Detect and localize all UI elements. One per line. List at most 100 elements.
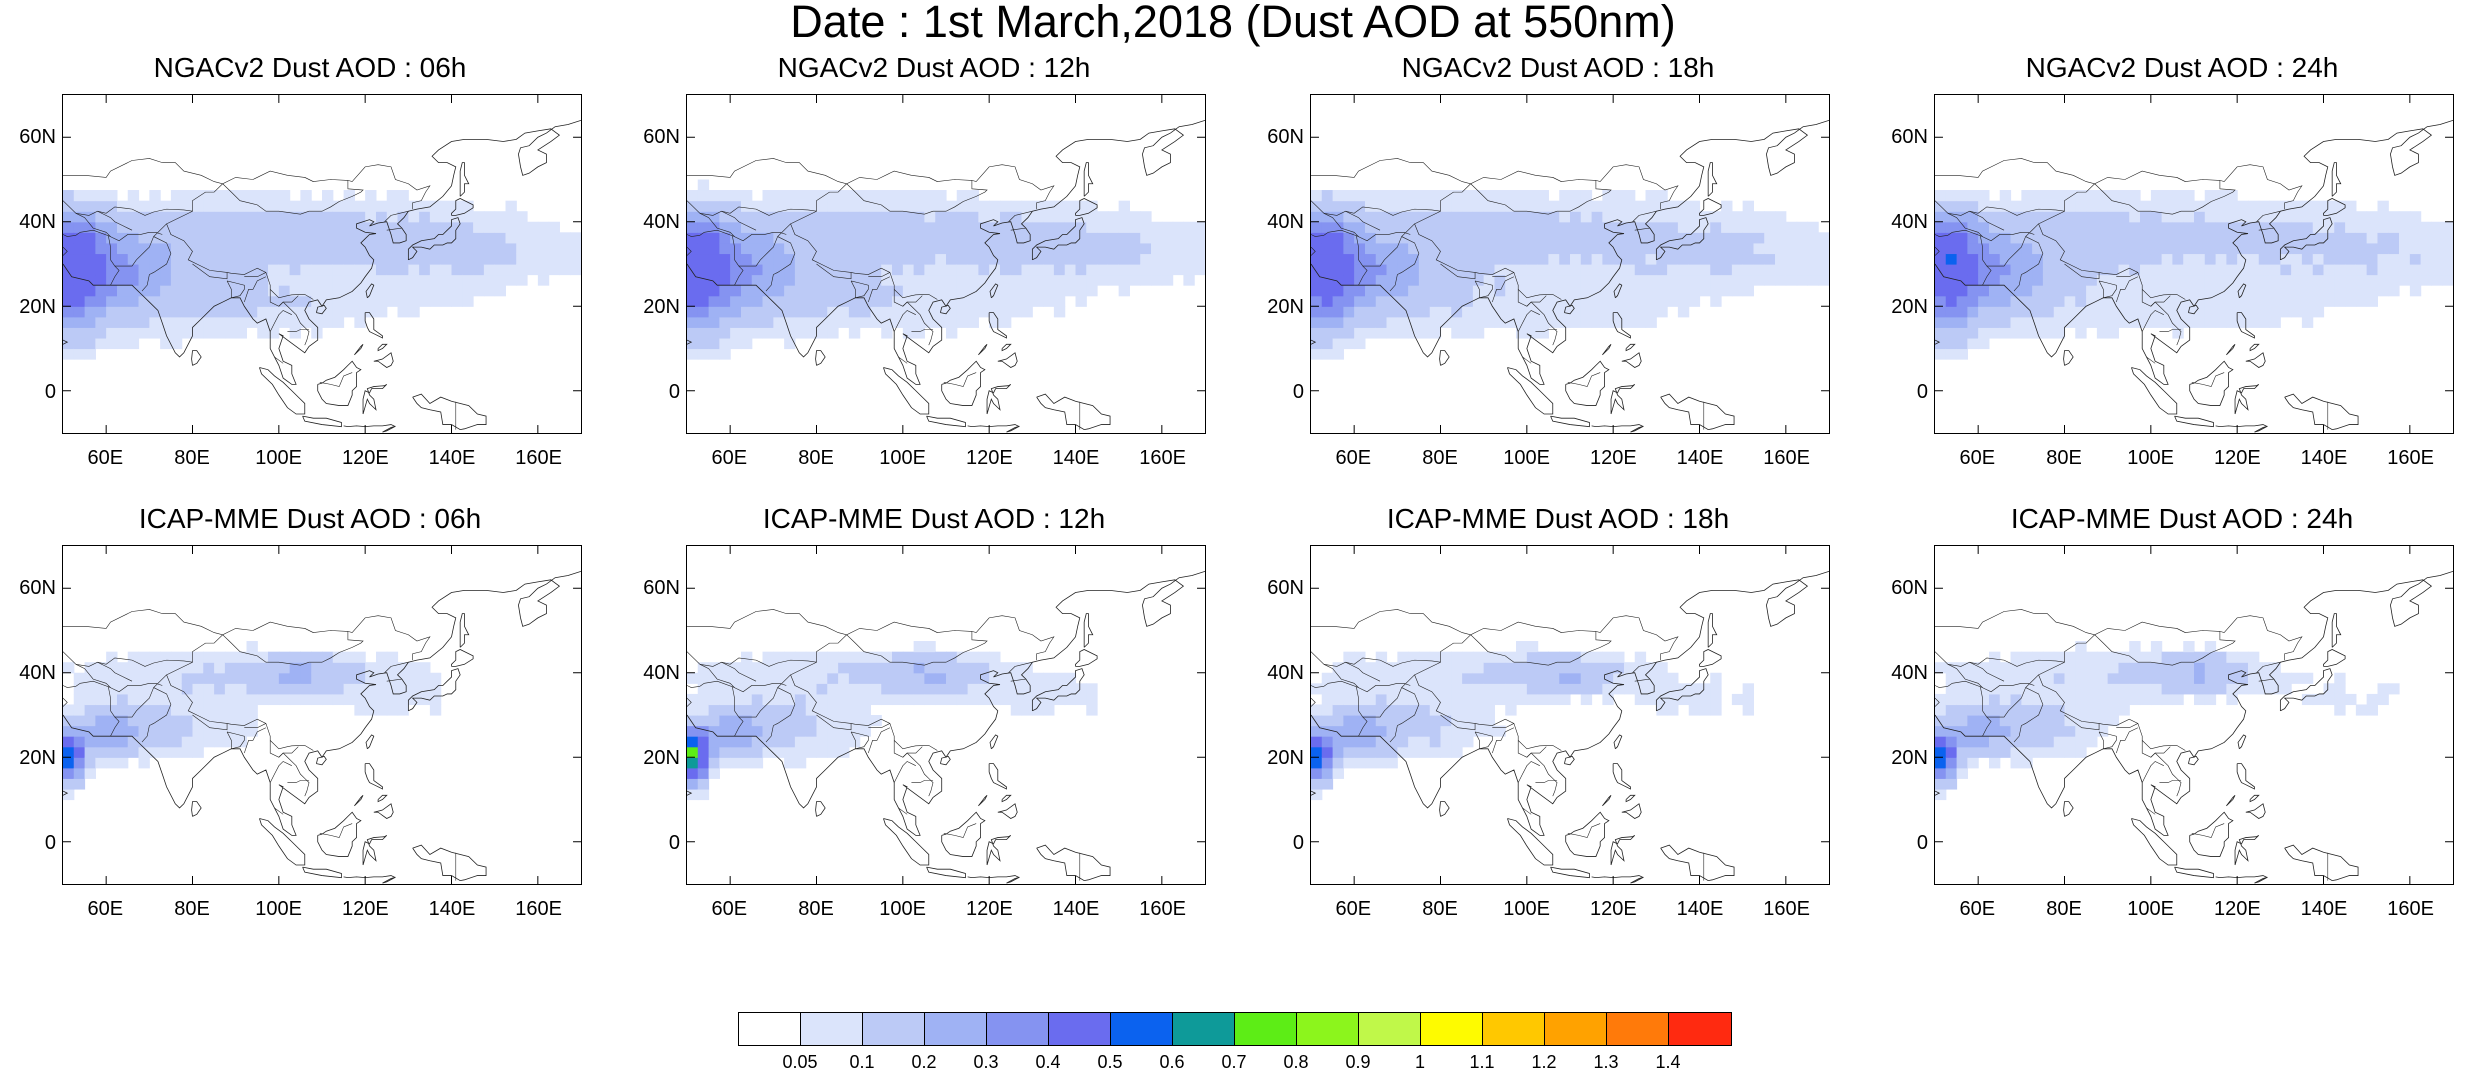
aod-cell — [2312, 221, 2325, 233]
aod-cell — [2420, 242, 2432, 255]
aod-cell — [527, 221, 539, 233]
aod-cell — [1699, 242, 1711, 255]
aod-cell — [1010, 672, 1023, 684]
aod-cell — [2247, 295, 2260, 307]
aod-cell — [1935, 746, 1947, 758]
country-border — [63, 685, 76, 688]
aod-cell — [1194, 221, 1205, 233]
aod-cell — [95, 715, 107, 727]
aod-cell — [149, 693, 161, 706]
aod-cell — [2150, 264, 2163, 276]
aod-cell — [740, 327, 753, 339]
aod-cell — [1321, 274, 1334, 286]
aod-cell — [375, 274, 388, 286]
aod-field — [1935, 641, 2400, 801]
aod-cell — [999, 274, 1012, 286]
aod-cell — [1677, 693, 1690, 706]
aod-cell — [1505, 190, 1517, 202]
aod-cell — [687, 788, 699, 801]
aod-cell — [1623, 264, 1636, 276]
aod-cell — [127, 306, 140, 318]
country-border — [850, 280, 869, 299]
aod-cell — [2118, 211, 2130, 223]
aod-cell — [1775, 211, 1787, 223]
aod-cell — [1526, 641, 1539, 653]
aod-cell — [2215, 264, 2227, 276]
aod-cell — [1364, 306, 1377, 318]
aod-cell — [1010, 693, 1023, 706]
aod-cell — [1764, 264, 1776, 276]
aod-cell — [2269, 232, 2281, 244]
aod-cell — [116, 264, 129, 276]
aod-cell — [1354, 232, 1366, 244]
aod-cell — [1053, 306, 1066, 318]
aod-cell — [203, 221, 215, 233]
aod-cell — [2107, 715, 2119, 727]
aod-cell — [300, 316, 312, 328]
aod-cell — [343, 211, 355, 223]
aod-cell — [1451, 683, 1463, 695]
aod-cell — [773, 316, 785, 328]
aod-cell — [2269, 253, 2281, 265]
coastline — [1935, 119, 2453, 385]
aod-cell — [2096, 306, 2109, 318]
aod-cell — [1311, 242, 1323, 255]
aod-cell — [1699, 211, 1711, 223]
aod-cell — [2291, 274, 2303, 286]
aod-cell — [1988, 316, 2001, 328]
aod-cell — [214, 683, 226, 695]
country-border — [75, 664, 111, 688]
country-border — [1935, 634, 2095, 667]
aod-cell — [2215, 285, 2227, 297]
aod-cell — [2226, 200, 2238, 212]
aod-cell — [1505, 683, 1517, 695]
aod-cell — [848, 295, 861, 307]
aod-cell — [2334, 285, 2346, 297]
aod-cell — [2150, 295, 2163, 307]
aod-cell — [268, 264, 280, 276]
colorbar-box — [1359, 1013, 1421, 1045]
aod-cell — [1591, 242, 1603, 255]
aod-cell — [838, 736, 850, 748]
aod-cell — [246, 200, 258, 212]
aod-cell — [1386, 190, 1398, 202]
aod-cell — [1796, 232, 1808, 244]
aod-cell — [1537, 221, 1549, 233]
aod-cell — [1945, 327, 1958, 339]
aod-cell — [2161, 306, 2173, 318]
aod-cell — [246, 221, 258, 233]
aod-cell — [1311, 746, 1323, 758]
aod-cell — [1311, 337, 1323, 350]
aod-cell — [740, 316, 753, 328]
aod-cell — [235, 651, 247, 663]
aod-cell — [2420, 221, 2432, 233]
aod-cell — [1537, 253, 1549, 265]
aod-cell — [1021, 232, 1033, 244]
aod-cell — [838, 693, 850, 706]
country-border — [687, 183, 847, 216]
aod-cell — [2150, 190, 2163, 202]
aod-cell — [902, 200, 915, 212]
aod-cell — [246, 672, 258, 684]
aod-cell — [1645, 264, 1657, 276]
aod-cell — [2399, 232, 2411, 244]
aod-cell — [2237, 253, 2249, 265]
coastline — [317, 811, 362, 857]
aod-cell — [1397, 651, 1409, 663]
country-border — [2191, 372, 2225, 387]
aod-cell — [84, 316, 96, 328]
lat-tick-label: 40N — [643, 210, 680, 233]
country-border — [97, 210, 133, 231]
aod-cell — [1945, 285, 1958, 297]
aod-cell — [278, 683, 291, 695]
aod-cell — [1623, 295, 1636, 307]
aod-cell — [773, 672, 785, 684]
coastline — [1655, 668, 1709, 712]
aod-cell — [773, 190, 785, 202]
aod-cell — [2323, 274, 2335, 286]
aod-cell — [751, 253, 764, 265]
aod-cell — [106, 683, 118, 695]
aod-cell — [494, 285, 506, 297]
aod-cell — [1343, 285, 1355, 297]
aod-cell — [902, 264, 915, 276]
